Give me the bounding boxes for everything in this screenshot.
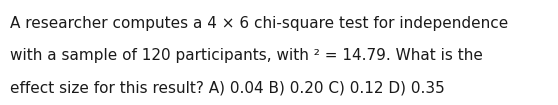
Text: effect size for this result? A) 0.04 B) 0.20 C) 0.12 D) 0.35: effect size for this result? A) 0.04 B) … [10,81,445,96]
Text: A researcher computes a 4 × 6 chi-square test for independence: A researcher computes a 4 × 6 chi-square… [10,16,508,31]
Text: with a sample of 120 participants, with ² = 14.79. What is the: with a sample of 120 participants, with … [10,48,483,63]
